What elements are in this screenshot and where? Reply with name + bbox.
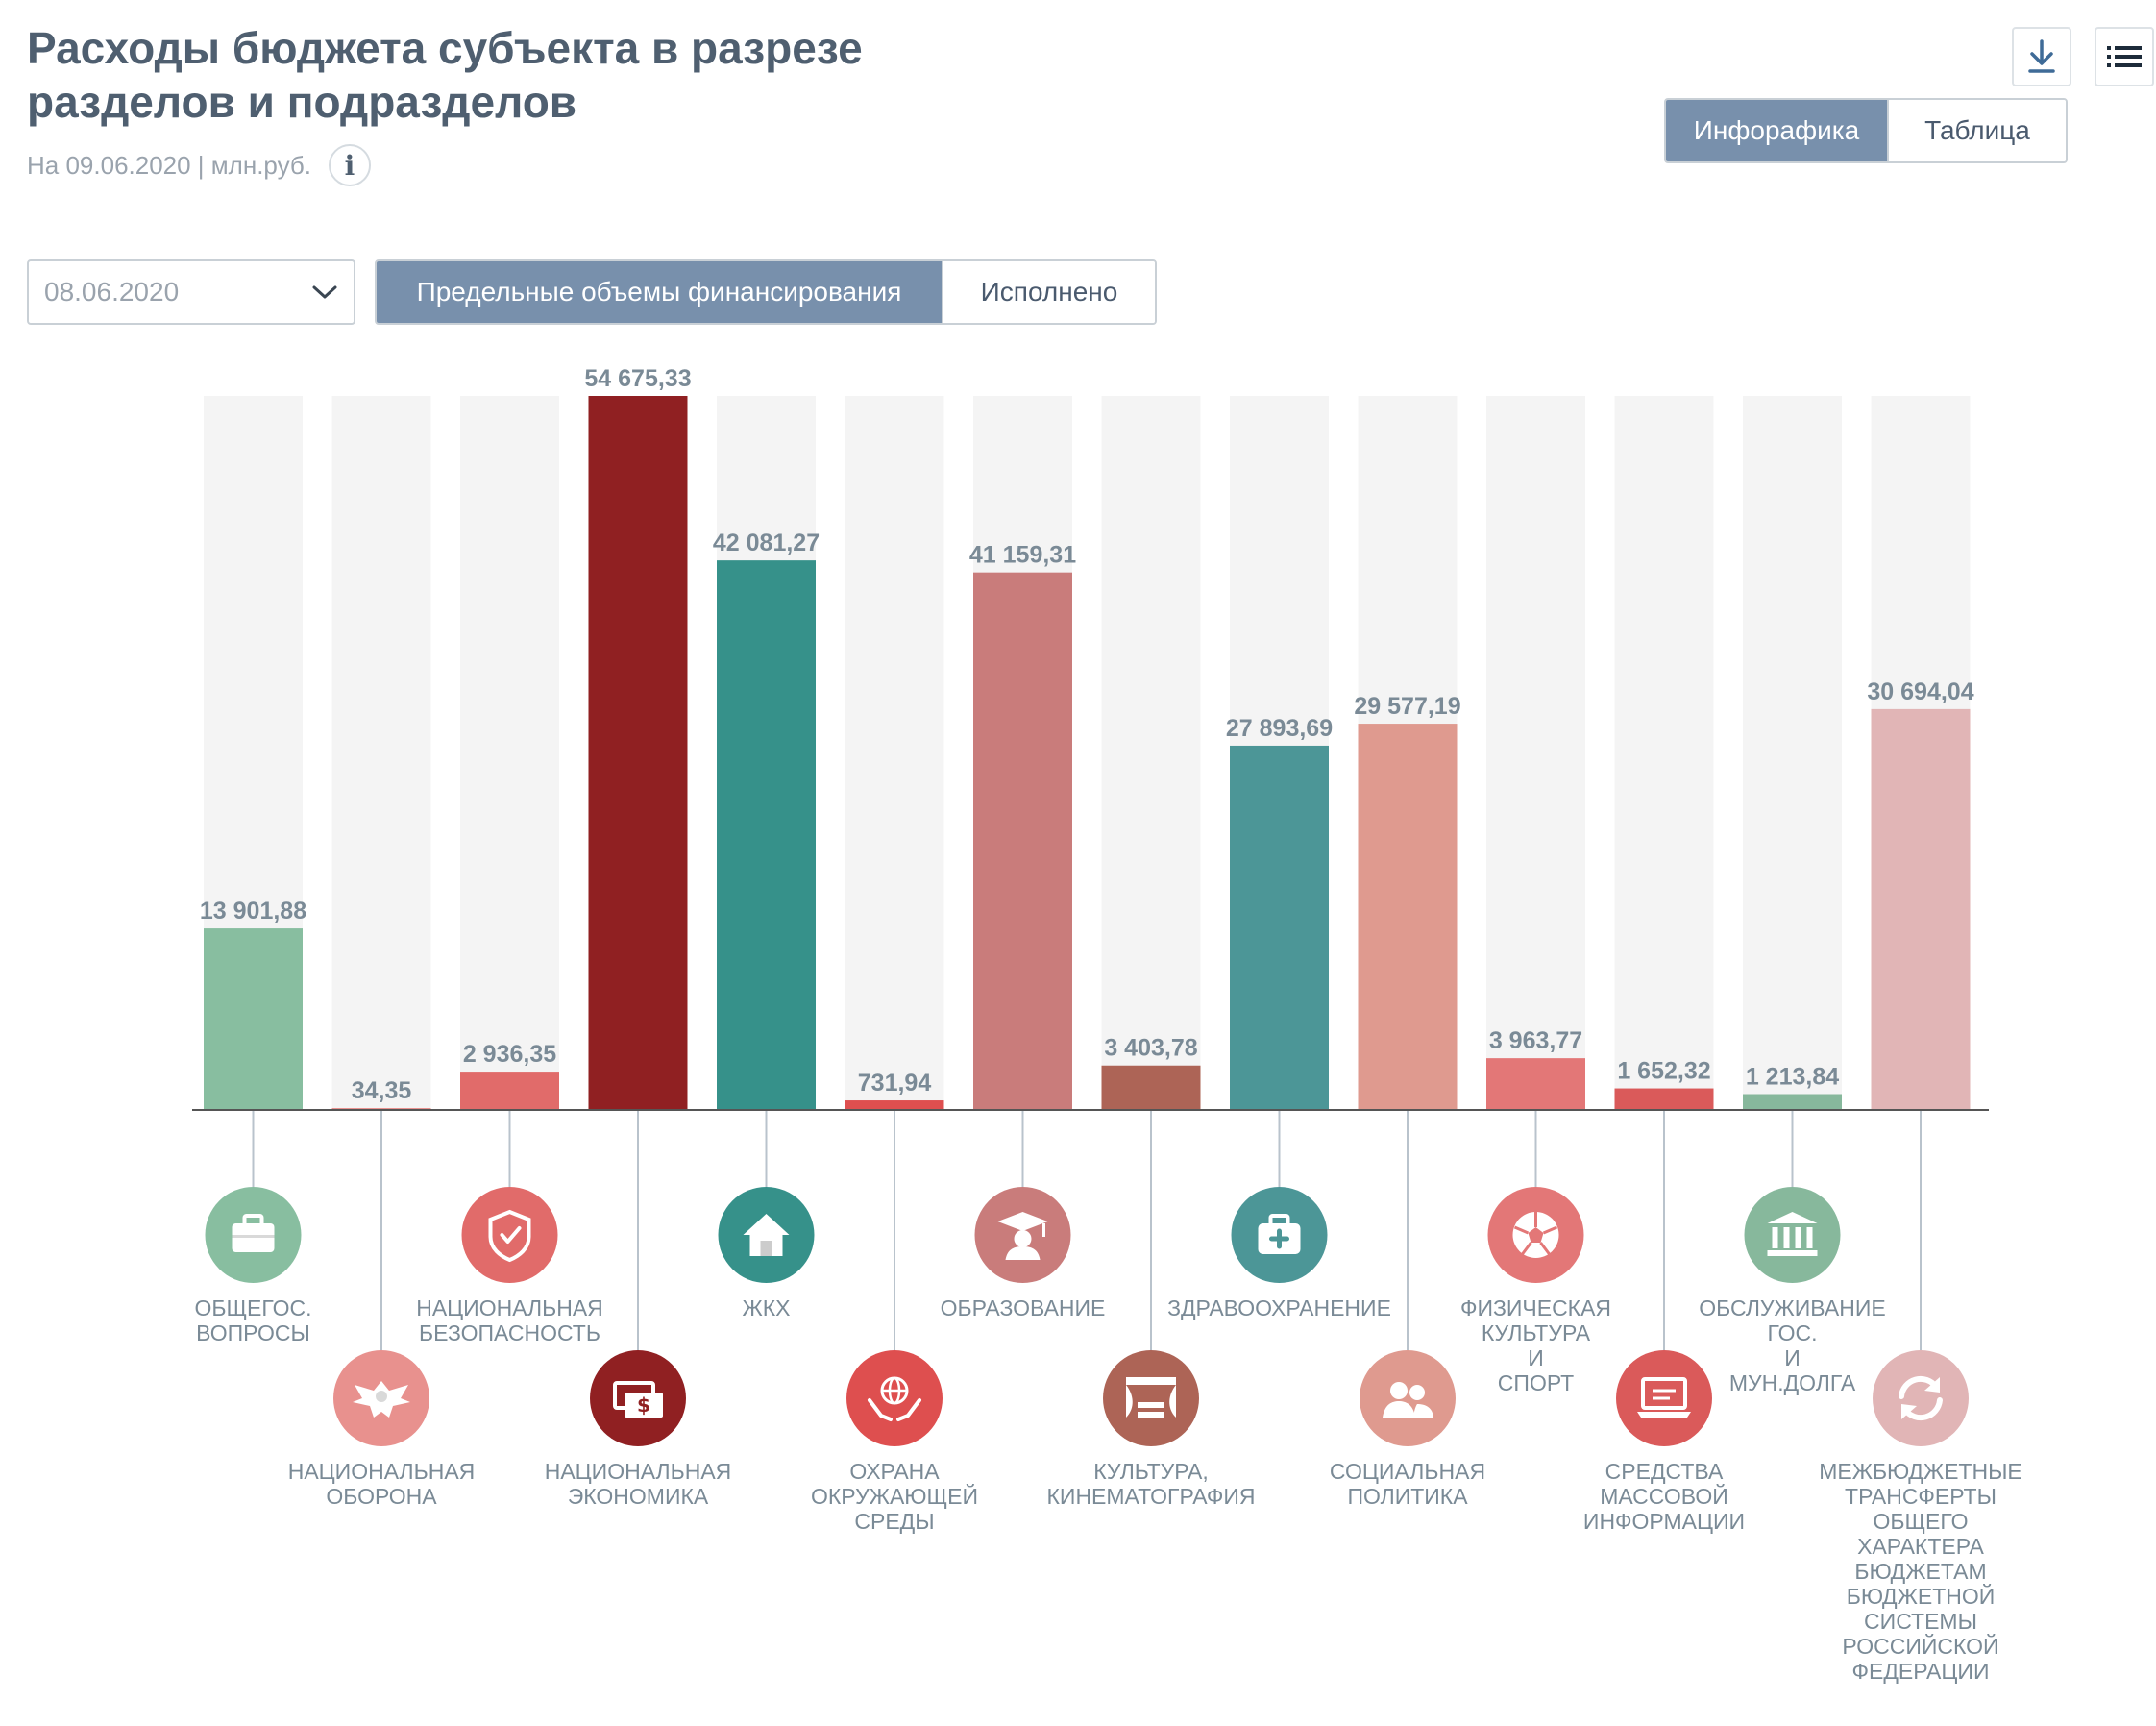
- page-title-line-2: разделов и подразделов: [27, 77, 577, 127]
- soccer-ball-icon: [1512, 1212, 1559, 1258]
- bar[interactable]: [1358, 724, 1458, 1110]
- bar[interactable]: [588, 396, 688, 1110]
- category-label: ОХРАНА ОКРУЖАЮЩЕЙ СРЕДЫ: [811, 1459, 978, 1534]
- money-icon: $: [613, 1381, 663, 1418]
- view-switch: Инфорафика Таблица: [1664, 98, 2068, 163]
- svg-text:$: $: [637, 1393, 650, 1417]
- category-icon[interactable]: [846, 1350, 943, 1446]
- category-icon[interactable]: [1616, 1350, 1712, 1446]
- bar-value-label: 29 577,19: [1354, 693, 1460, 720]
- graduate-icon: [997, 1212, 1048, 1260]
- category-icon[interactable]: [205, 1187, 302, 1283]
- bar[interactable]: [845, 1100, 944, 1110]
- category-label: ОБРАЗОВАНИЕ: [941, 1295, 1106, 1320]
- page-title-line-1: Расходы бюджета субъекта в разрезе: [27, 23, 863, 73]
- category-icon[interactable]: [1873, 1350, 1969, 1446]
- bar[interactable]: [1230, 745, 1329, 1110]
- theater-icon: [1126, 1377, 1176, 1418]
- date-select-value: 08.06.2020: [44, 277, 180, 307]
- bar[interactable]: [1486, 1058, 1585, 1110]
- bar-value-label: 3 963,77: [1489, 1027, 1582, 1054]
- bar-value-label: 30 694,04: [1867, 678, 1973, 705]
- category-label: ФИЗИЧЕСКАЯ КУЛЬТУРА И СПОРТ: [1460, 1295, 1611, 1395]
- list-icon: [2107, 46, 2142, 67]
- category-icon[interactable]: [1487, 1187, 1584, 1283]
- bar-value-label: 3 403,78: [1104, 1035, 1197, 1062]
- info-icon[interactable]: i: [329, 144, 371, 186]
- category-icon[interactable]: [461, 1187, 558, 1283]
- category-label: СРЕДСТВА МАССОВОЙ ИНФОРМАЦИИ: [1583, 1459, 1745, 1534]
- bar[interactable]: [973, 572, 1072, 1110]
- category-icon[interactable]: $: [590, 1350, 686, 1446]
- category-icon[interactable]: [333, 1350, 429, 1446]
- download-button[interactable]: [2012, 27, 2071, 86]
- bar-chart: 13 901,88 ОБЩЕГОС. ВОПРОСЫ 34,35 НАЦИОНАЛЬНА…: [192, 365, 2022, 1684]
- tab-table[interactable]: Таблица: [1887, 100, 2066, 161]
- bar-value-label: 1 652,32: [1617, 1058, 1710, 1085]
- briefcase-icon: [232, 1214, 275, 1252]
- eagle-emblem-icon: [353, 1381, 410, 1418]
- tab-executed[interactable]: Исполнено: [942, 261, 1155, 323]
- bar-value-label: 54 675,33: [584, 365, 691, 392]
- bar-value-label: 27 893,69: [1226, 715, 1333, 742]
- bar[interactable]: [1101, 1065, 1201, 1110]
- bar-value-label: 731,94: [858, 1070, 932, 1097]
- first-aid-kit-icon: [1258, 1214, 1301, 1254]
- bar[interactable]: [1614, 1088, 1714, 1110]
- bank-icon: [1767, 1212, 1818, 1256]
- people-icon: [1383, 1382, 1433, 1418]
- category-label: ОБСЛУЖИВАНИЕ ГОС. И МУН.ДОЛГА: [1699, 1295, 1885, 1395]
- category-label: СОЦИАЛЬНАЯ ПОЛИТИКА: [1330, 1459, 1485, 1509]
- tab-funding-limits[interactable]: Предельные объемы финансирования: [377, 261, 942, 323]
- category-label: ЖКХ: [743, 1295, 791, 1320]
- menu-button[interactable]: [2095, 27, 2154, 86]
- category-icon[interactable]: [718, 1187, 815, 1283]
- bar-value-label: 34,35: [352, 1077, 412, 1104]
- category-icon[interactable]: [1231, 1187, 1328, 1283]
- category-label: НАЦИОНАЛЬНАЯ БЕЗОПАСНОСТЬ: [416, 1295, 603, 1345]
- subtitle: На 09.06.2020 | млн.руб. i: [27, 144, 371, 186]
- category-icon[interactable]: [1103, 1350, 1199, 1446]
- bar-track: [1101, 396, 1201, 1110]
- subtitle-text: На 09.06.2020 | млн.руб.: [27, 150, 311, 180]
- bar[interactable]: [1743, 1094, 1842, 1110]
- globe-hands-icon: [868, 1376, 921, 1421]
- bar-track: [460, 396, 559, 1110]
- bar-track: [845, 396, 944, 1110]
- laptop-icon: [1637, 1377, 1691, 1418]
- bar-track: [1743, 396, 1842, 1110]
- bar-value-label: 13 901,88: [200, 898, 306, 925]
- category-label: ОБЩЕГОС. ВОПРОСЫ: [195, 1295, 312, 1345]
- mode-switch: Предельные объемы финансирования Исполне…: [375, 259, 1157, 325]
- bar-value-label: 2 936,35: [463, 1041, 556, 1068]
- chevron-down-icon: [312, 285, 337, 299]
- download-icon: [2028, 39, 2055, 73]
- category-label: НАЦИОНАЛЬНАЯ ОБОРОНА: [288, 1459, 476, 1509]
- bar-track: [331, 396, 431, 1110]
- bar[interactable]: [204, 928, 303, 1110]
- category-label: НАЦИОНАЛЬНАЯ ЭКОНОМИКА: [545, 1459, 732, 1509]
- house-icon: [743, 1214, 790, 1256]
- category-label: ЗДРАВООХРАНЕНИЕ: [1167, 1295, 1391, 1320]
- bar[interactable]: [717, 560, 816, 1110]
- date-select[interactable]: 08.06.2020: [27, 259, 355, 325]
- bar[interactable]: [1871, 708, 1971, 1110]
- bar-value-label: 41 159,31: [969, 542, 1076, 569]
- bar-value-label: 42 081,27: [713, 530, 820, 556]
- bar-value-label: 1 213,84: [1746, 1064, 1839, 1091]
- category-icon[interactable]: [974, 1187, 1071, 1283]
- bar-track: [1614, 396, 1714, 1110]
- shield-check-icon: [488, 1209, 531, 1263]
- page-title: Расходы бюджета субъекта в разрезе разде…: [27, 21, 988, 129]
- category-icon[interactable]: [1744, 1187, 1841, 1283]
- category-icon[interactable]: [1360, 1350, 1456, 1446]
- bar[interactable]: [460, 1072, 559, 1110]
- refresh-arrows-icon: [1899, 1375, 1943, 1421]
- category-label: КУЛЬТУРА, КИНЕМАТОГРАФИЯ: [1047, 1459, 1256, 1509]
- category-label: МЕЖБЮДЖЕТНЫЕ ТРАНСФЕРТЫ ОБЩЕГО ХАРАКТЕРА БЮД…: [1819, 1459, 2022, 1684]
- bar-track: [1486, 396, 1585, 1110]
- tab-infographic[interactable]: Инфорафика: [1666, 100, 1887, 161]
